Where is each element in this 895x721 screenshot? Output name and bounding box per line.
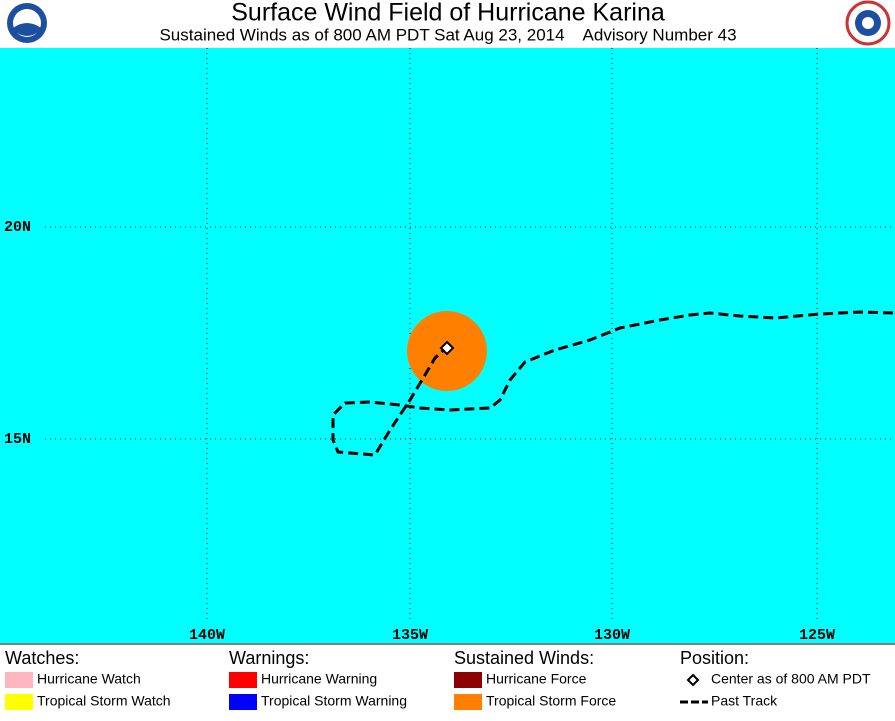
legend-item: Hurricane Watch [37, 671, 141, 687]
storm-center [439, 340, 455, 356]
lon-label: 140W [189, 627, 225, 644]
swatch [229, 672, 257, 688]
legend-item: Past Track [711, 693, 778, 709]
legend-item: Hurricane Force [486, 671, 587, 687]
legend-item: Tropical Storm Warning [261, 693, 407, 709]
swatch [5, 694, 33, 710]
swatch [5, 672, 33, 688]
lat-label: 15N [4, 431, 31, 448]
lat-label: 20N [4, 219, 31, 236]
legend-item: Center as of 800 AM PDT [711, 671, 871, 687]
legend-heading: Warnings: [229, 648, 309, 668]
noaa-logo [7, 3, 47, 43]
lon-label: 125W [799, 627, 835, 644]
legend-heading: Sustained Winds: [454, 648, 594, 668]
title: Surface Wind Field of Hurricane Karina [231, 0, 665, 27]
legend-item: Tropical Storm Watch [37, 693, 171, 709]
center-symbol [686, 673, 700, 687]
legend-item: Hurricane Warning [261, 671, 377, 687]
nws-logo [845, 0, 891, 46]
swatch [454, 672, 482, 688]
swatch [229, 694, 257, 710]
legend-item: Tropical Storm Force [486, 693, 616, 709]
swatch [454, 694, 482, 710]
graticule [45, 48, 895, 620]
legend-heading: Watches: [5, 648, 79, 668]
legend-heading: Position: [680, 648, 749, 668]
past-track [331, 310, 894, 457]
subtitle: Sustained Winds as of 800 AM PDT Sat Aug… [159, 25, 736, 44]
lon-label: 130W [594, 627, 630, 644]
lon-label: 135W [392, 627, 428, 644]
